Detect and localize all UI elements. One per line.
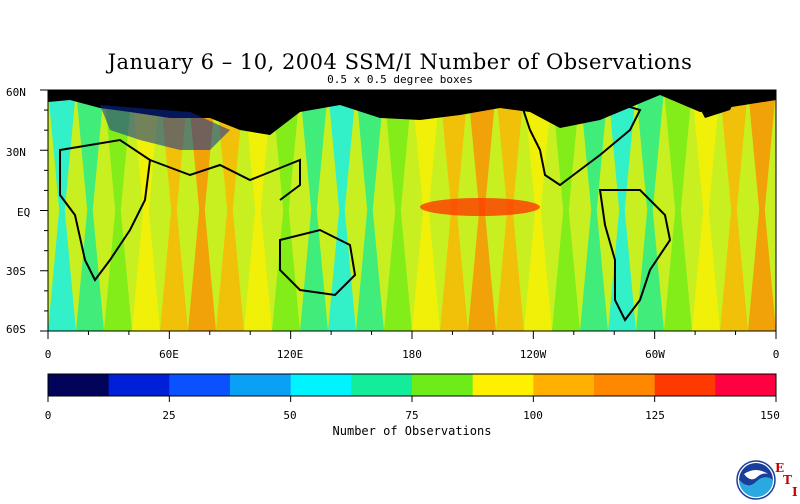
land-mask <box>48 90 776 322</box>
high-count-region <box>420 198 540 216</box>
colorbar-swatch <box>412 374 474 396</box>
chart-subtitle: 0.5 x 0.5 degree boxes <box>327 73 473 86</box>
colorbar-tick-50: 50 <box>283 409 297 422</box>
swath-band <box>48 90 76 331</box>
lat-label-60s: 60S <box>6 323 26 336</box>
swath-band <box>524 90 552 331</box>
lon-label-0-end: 0 <box>772 348 780 361</box>
swath-band <box>552 90 580 331</box>
swath-band <box>328 90 356 331</box>
colorbar-tick-75: 75 <box>405 409 419 422</box>
lon-label-60e: 60E <box>159 348 179 361</box>
swath-band <box>104 90 132 331</box>
colorbar-tick-0: 0 <box>44 409 52 422</box>
swath-band <box>76 90 104 331</box>
colorbar-swatch <box>533 374 595 396</box>
swath-band <box>384 90 412 331</box>
colorbar-swatch <box>169 374 231 396</box>
axis-ticks <box>40 89 777 402</box>
lon-label-180: 180 <box>402 348 422 361</box>
lon-label-0: 0 <box>44 348 52 361</box>
colorbar-tick-25: 25 <box>162 409 176 422</box>
swath-band <box>356 90 384 331</box>
colorbar-tick-150: 150 <box>760 409 780 422</box>
colorbar-swatch <box>108 374 170 396</box>
swath-band <box>692 90 720 331</box>
eti-letter-t: T <box>783 473 792 487</box>
swath-band <box>216 90 244 331</box>
swath-band <box>748 90 776 331</box>
swath-band <box>272 90 300 331</box>
lon-label-120w: 120W <box>519 348 547 361</box>
colorbar-tick-125: 125 <box>645 409 665 422</box>
swath-band <box>720 90 748 331</box>
colorbar <box>48 374 777 396</box>
lat-label-30s: 30S <box>6 265 26 278</box>
colorbar-swatch <box>654 374 716 396</box>
lat-label-60n: 60N <box>6 86 26 99</box>
swath-band <box>300 90 328 331</box>
swath-band <box>244 90 272 331</box>
colorbar-swatch <box>351 374 413 396</box>
lon-label-60w: 60W <box>645 348 665 361</box>
swath-pattern <box>48 90 776 331</box>
swath-band <box>664 90 692 331</box>
lon-label-120e: 120E <box>276 348 304 361</box>
lat-label-eq: EQ <box>17 206 31 219</box>
colorbar-swatch <box>715 374 777 396</box>
colorbar-swatch <box>472 374 534 396</box>
swath-band <box>132 90 160 331</box>
lat-label-30n: 30N <box>6 146 26 159</box>
colorbar-title: Number of Observations <box>332 424 492 438</box>
colorbar-swatch <box>48 374 110 396</box>
swath-band <box>580 90 608 331</box>
chart-title: January 6 – 10, 2004 SSM/I Number of Obs… <box>107 50 693 74</box>
colorbar-swatch <box>594 374 656 396</box>
noaa-logo <box>736 460 776 500</box>
colorbar-swatch <box>290 374 352 396</box>
colorbar-swatch <box>230 374 292 396</box>
swath-band <box>160 90 188 331</box>
swath-band <box>188 90 216 331</box>
swath-band <box>636 90 664 331</box>
eti-letter-i: I <box>792 485 798 499</box>
eti-letter-e: E <box>775 461 785 475</box>
colorbar-frame <box>47 373 777 397</box>
colorbar-tick-100: 100 <box>523 409 543 422</box>
